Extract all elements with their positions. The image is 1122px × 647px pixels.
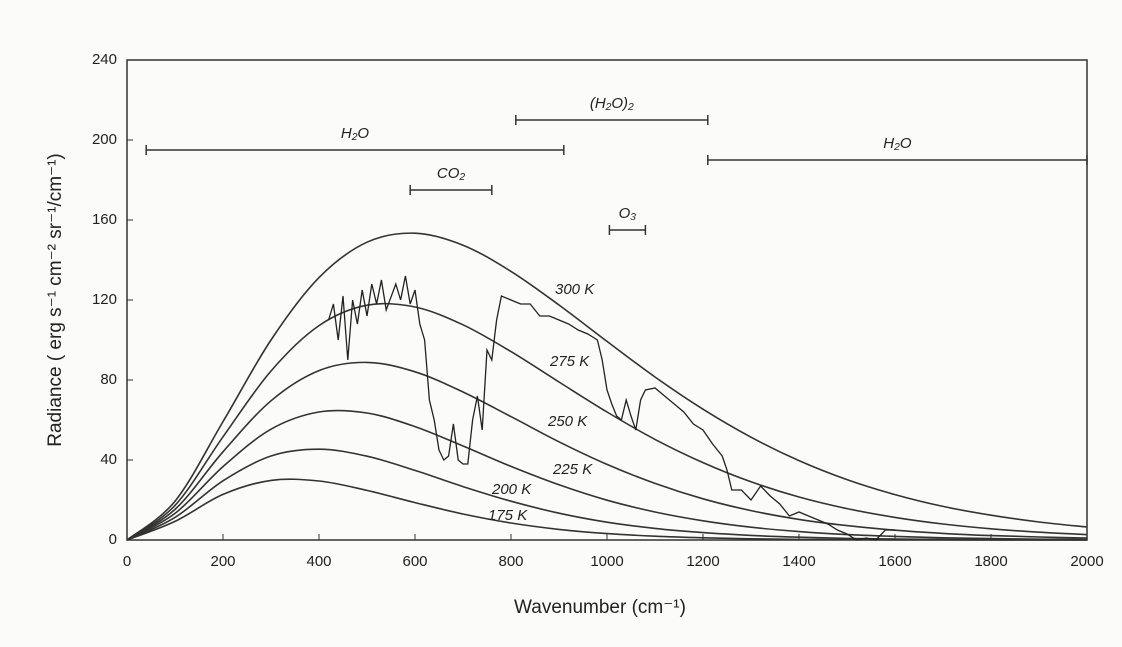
x-tick-label: 600 [402,553,427,570]
planck-curve [126,232,1088,541]
x-tick-label: 1800 [974,553,1007,570]
band-label: H₂O [883,135,912,152]
planck-curve [126,409,1088,541]
band-label: H₂O [341,125,370,142]
x-tick-label: 2000 [1070,553,1103,570]
band-label: (H₂O)₂ [590,95,634,112]
y-tick-label: 120 [92,291,117,308]
y-tick-label: 240 [92,51,117,68]
curve-label: 225 K [552,461,593,478]
y-tick-label: 80 [100,371,117,388]
planck-curve [126,302,1088,541]
curve-label: 275 K [549,353,590,370]
x-tick-label: 1600 [878,553,911,570]
planck-curve [126,361,1088,541]
curve-label: 250 K [547,413,588,430]
y-tick-label: 0 [109,531,117,548]
y-axis-title: Radiance ( erg s⁻¹ cm⁻² sr⁻¹/cm⁻¹) [45,153,66,446]
x-axis-title: Wavenumber (cm⁻¹) [514,597,686,618]
y-tick-label: 160 [92,211,117,228]
y-tick-label: 200 [92,131,117,148]
x-tick-label: 200 [210,553,235,570]
planck-curve [126,478,1087,541]
measured-spectrum [327,275,895,541]
curve-label: 175 K [488,507,528,524]
y-tick-label: 40 [100,451,117,468]
x-tick-label: 400 [306,553,331,570]
band-label: CO₂ [437,165,466,182]
band-label: O₃ [619,205,637,222]
curve-label: 300 K [555,281,595,298]
x-tick-label: 1000 [590,553,623,570]
x-tick-label: 1200 [686,553,719,570]
curve-label: 200 K [491,481,532,498]
x-tick-label: 1400 [782,553,815,570]
x-tick-label: 0 [123,553,131,570]
x-tick-label: 800 [498,553,523,570]
